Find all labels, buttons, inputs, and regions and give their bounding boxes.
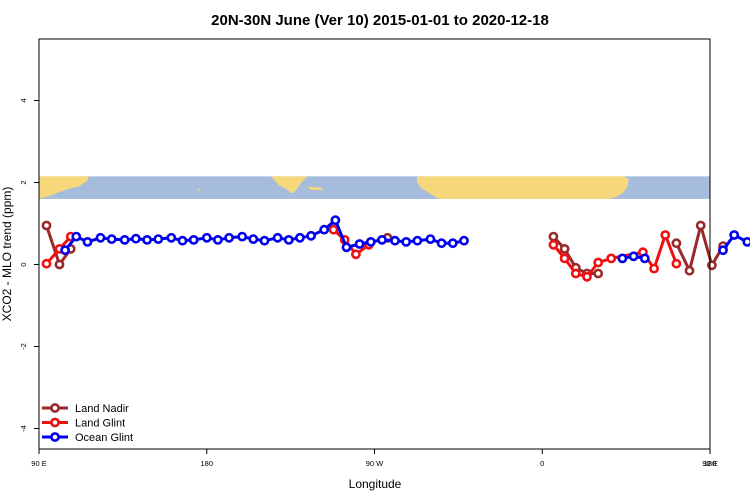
legend-marker-ocean-glint xyxy=(50,432,60,442)
map-land-5 xyxy=(417,176,629,199)
data-point-ocean-glint-32 xyxy=(425,234,436,244)
data-point-ocean-glint-6 xyxy=(119,234,130,245)
x-axis-label: Longitude xyxy=(349,477,402,491)
map-land-2 xyxy=(197,188,201,192)
y-tick-label: -4 xyxy=(19,425,28,432)
data-point-ocean-glint-19 xyxy=(272,232,283,243)
data-point-land-nadir-13 xyxy=(707,260,717,271)
y-tick-label: 2 xyxy=(19,180,28,184)
data-point-ocean-glint-22 xyxy=(306,230,316,241)
data-point-ocean-glint-5 xyxy=(106,234,117,244)
x-tick-label: 0 xyxy=(540,459,544,468)
data-point-ocean-glint-20 xyxy=(283,234,294,245)
data-point-land-glint-4 xyxy=(328,224,339,235)
data-point-land-nadir-10 xyxy=(671,238,682,249)
data-point-land-nadir-2 xyxy=(54,259,65,270)
x-tick-label: 180 xyxy=(200,459,213,468)
data-point-ocean-glint-41 xyxy=(742,237,750,247)
data-point-ocean-glint-14 xyxy=(212,234,223,245)
data-point-land-glint-12 xyxy=(593,257,604,268)
data-point-ocean-glint-29 xyxy=(390,235,400,246)
data-point-ocean-glint-17 xyxy=(248,234,259,244)
y-tick-label: 0 xyxy=(19,262,28,266)
data-point-land-glint-8 xyxy=(548,239,559,250)
data-point-ocean-glint-13 xyxy=(201,232,212,243)
data-point-land-glint-13 xyxy=(606,253,617,264)
x-tick-label: 90 W xyxy=(366,459,384,468)
data-point-ocean-glint-35 xyxy=(459,235,469,246)
data-point-ocean-glint-8 xyxy=(142,234,152,245)
legend-marker-land-glint xyxy=(50,417,60,428)
chart-title: 20N-30N June (Ver 10) 2015-01-01 to 2020… xyxy=(211,12,549,29)
data-point-ocean-glint-18 xyxy=(259,235,270,246)
legend-marker-land-nadir xyxy=(50,403,60,413)
data-point-ocean-glint-30 xyxy=(401,236,412,247)
data-point-land-glint-11 xyxy=(582,271,592,282)
data-point-ocean-glint-23 xyxy=(319,224,330,235)
x-tick-label: 180 xyxy=(704,459,717,468)
data-point-land-glint-17 xyxy=(671,258,682,269)
x-tick-label: 90 E xyxy=(31,459,46,468)
data-point-land-glint-9 xyxy=(559,253,570,264)
y-tick-label: -2 xyxy=(19,343,28,350)
data-point-land-glint-10 xyxy=(570,268,581,279)
data-point-land-nadir-11 xyxy=(684,265,695,276)
y-axis-label: XCO2 - MLO trend (ppm) xyxy=(0,187,14,322)
data-point-ocean-glint-2 xyxy=(71,231,82,242)
data-point-ocean-glint-11 xyxy=(177,235,188,246)
data-point-ocean-glint-25 xyxy=(341,242,352,253)
data-point-ocean-glint-36 xyxy=(617,253,628,264)
data-point-land-glint-16 xyxy=(660,230,671,240)
data-point-ocean-glint-12 xyxy=(188,234,199,245)
data-point-ocean-glint-28 xyxy=(377,234,387,245)
y-tick-label: 4 xyxy=(19,98,28,102)
data-point-ocean-glint-24 xyxy=(330,215,341,226)
data-point-ocean-glint-3 xyxy=(82,236,93,247)
data-point-ocean-glint-40 xyxy=(729,230,740,240)
data-point-ocean-glint-9 xyxy=(153,234,164,244)
map-land-1 xyxy=(39,176,89,199)
data-point-ocean-glint-27 xyxy=(365,236,376,247)
data-point-ocean-glint-15 xyxy=(224,232,234,243)
data-point-ocean-glint-39 xyxy=(718,245,728,256)
series-layer xyxy=(41,215,750,282)
data-point-land-nadir-6 xyxy=(559,243,570,254)
data-point-ocean-glint-34 xyxy=(447,238,458,249)
data-point-ocean-glint-4 xyxy=(95,232,106,243)
data-point-land-glint-6 xyxy=(350,249,361,260)
map-land-7 xyxy=(551,188,555,192)
legend-label-ocean-glint: Ocean Glint xyxy=(75,432,133,444)
legend-label-land-nadir: Land Nadir xyxy=(75,403,129,415)
legend: Land Nadir Land Glint Ocean Glint xyxy=(42,403,133,444)
data-point-land-glint-15 xyxy=(649,263,659,274)
data-point-ocean-glint-31 xyxy=(412,235,423,246)
legend-label-land-glint: Land Glint xyxy=(75,418,125,430)
data-point-ocean-glint-10 xyxy=(166,232,177,243)
data-point-land-glint-1 xyxy=(41,258,52,269)
data-point-land-nadir-5 xyxy=(548,231,559,242)
data-point-ocean-glint-21 xyxy=(294,232,305,243)
data-point-land-nadir-1 xyxy=(41,220,52,231)
data-point-ocean-glint-16 xyxy=(237,231,248,242)
data-point-ocean-glint-37 xyxy=(628,251,639,262)
map-land-3 xyxy=(271,176,307,194)
data-point-land-nadir-12 xyxy=(695,220,706,231)
map-land-6 xyxy=(507,192,524,199)
map-land-4 xyxy=(307,186,323,190)
x-tick-label: 90 E xyxy=(702,459,717,468)
data-point-ocean-glint-38 xyxy=(639,253,650,264)
data-point-ocean-glint-26 xyxy=(354,239,365,249)
data-point-ocean-glint-33 xyxy=(436,238,447,249)
data-point-ocean-glint-1 xyxy=(60,245,70,256)
data-point-land-nadir-9 xyxy=(593,268,604,279)
world-map-strip xyxy=(39,176,710,199)
series-line-land-glint-3 xyxy=(552,233,678,279)
data-point-ocean-glint-7 xyxy=(130,233,141,244)
